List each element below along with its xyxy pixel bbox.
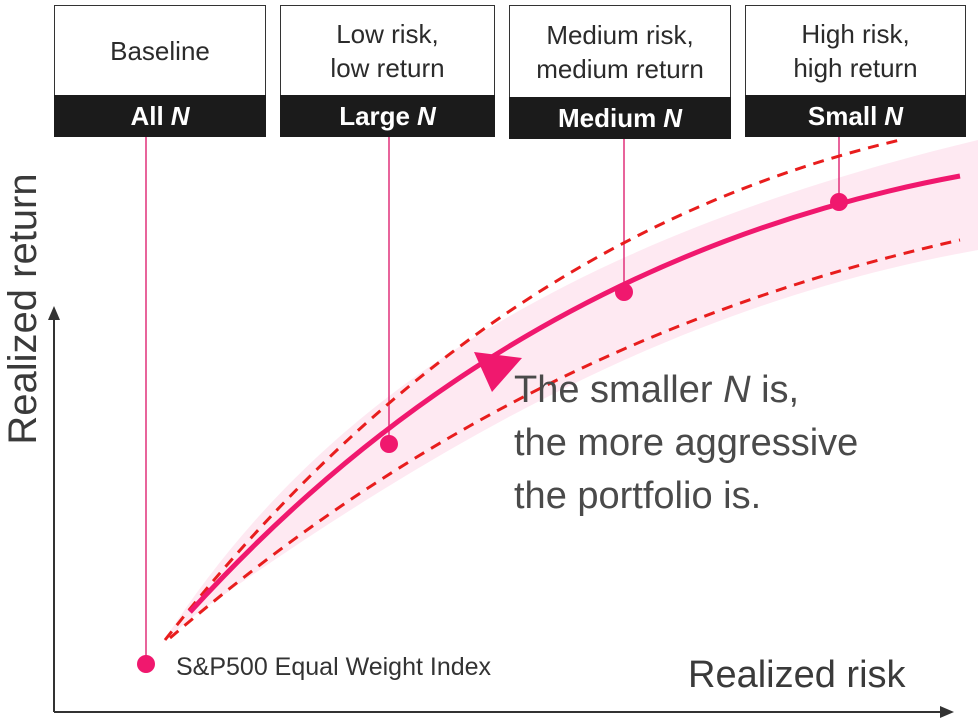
box-small-n: High risk, high return Small N — [745, 5, 966, 137]
annotation-line-3: the portfolio is. — [514, 475, 762, 517]
box-small-n-label-var: N — [884, 100, 904, 131]
annotation-line-1-var: N — [723, 369, 751, 411]
annotation-line-1-before: The smaller — [514, 369, 724, 411]
box-large-n-label-text: Large — [339, 100, 411, 131]
box-large-n: Low risk, low return Large N — [280, 5, 495, 137]
box-baseline-label-text: All — [130, 100, 164, 131]
box-small-n-title-line1: High risk, — [801, 18, 910, 49]
origin-point-label: S&P500 Equal Weight Index — [176, 653, 492, 681]
uncertainty-band — [163, 140, 978, 642]
box-medium-n-label-var: N — [663, 102, 682, 133]
box-medium-n-title-line2: medium return — [536, 53, 704, 84]
box-large-n-label: Large N — [280, 95, 495, 137]
box-medium-n-label-text: Medium — [557, 102, 657, 133]
box-small-n-label: Small N — [745, 95, 966, 137]
box-medium-n-title-line1: Medium risk, — [546, 19, 694, 50]
box-large-n-header: Low risk, low return — [280, 5, 495, 95]
box-large-n-title-line2: low return — [330, 52, 445, 83]
box-baseline-title: Baseline — [110, 35, 210, 66]
box-medium-n: Medium risk, medium return Medium N — [509, 5, 731, 139]
direction-arrow-icon — [474, 352, 522, 392]
annotation-line-2: the more aggressive — [514, 422, 859, 464]
annotation-text: The smaller N is, the more aggressive th… — [514, 364, 858, 523]
box-large-n-label-var: N — [417, 100, 436, 131]
box-small-n-label-text: Small — [807, 100, 878, 131]
point-small-n — [830, 193, 848, 211]
box-medium-n-label: Medium N — [509, 97, 731, 139]
point-baseline — [137, 655, 155, 673]
x-axis-label: Realized risk — [688, 654, 906, 696]
y-axis-label: Realized return — [1, 173, 45, 445]
box-small-n-title-line2: high return — [793, 52, 918, 83]
y-axis-arrow-icon — [48, 306, 60, 320]
efficient-frontier-curve — [188, 173, 961, 614]
box-baseline-header: Baseline — [54, 5, 266, 95]
point-large-n — [380, 435, 398, 453]
x-axis-arrow-icon — [940, 706, 954, 718]
annotation-line-1-after: is, — [750, 369, 800, 411]
lower-bound-dashed-curve — [169, 238, 961, 640]
box-baseline-label: All N — [54, 95, 266, 137]
box-baseline: Baseline All N — [54, 5, 266, 137]
upper-bound-dashed-curve — [163, 138, 901, 641]
annotation-line-1: The smaller N is, — [514, 364, 858, 417]
box-baseline-label-var: N — [170, 100, 190, 131]
box-small-n-header: High risk, high return — [745, 5, 966, 95]
point-medium-n — [615, 283, 633, 301]
box-medium-n-header: Medium risk, medium return — [509, 5, 731, 97]
box-large-n-title-line1: Low risk, — [336, 18, 439, 49]
